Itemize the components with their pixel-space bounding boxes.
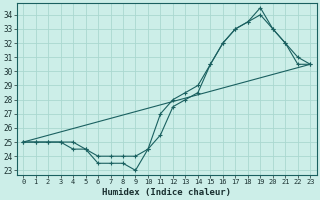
X-axis label: Humidex (Indice chaleur): Humidex (Indice chaleur) xyxy=(102,188,231,197)
